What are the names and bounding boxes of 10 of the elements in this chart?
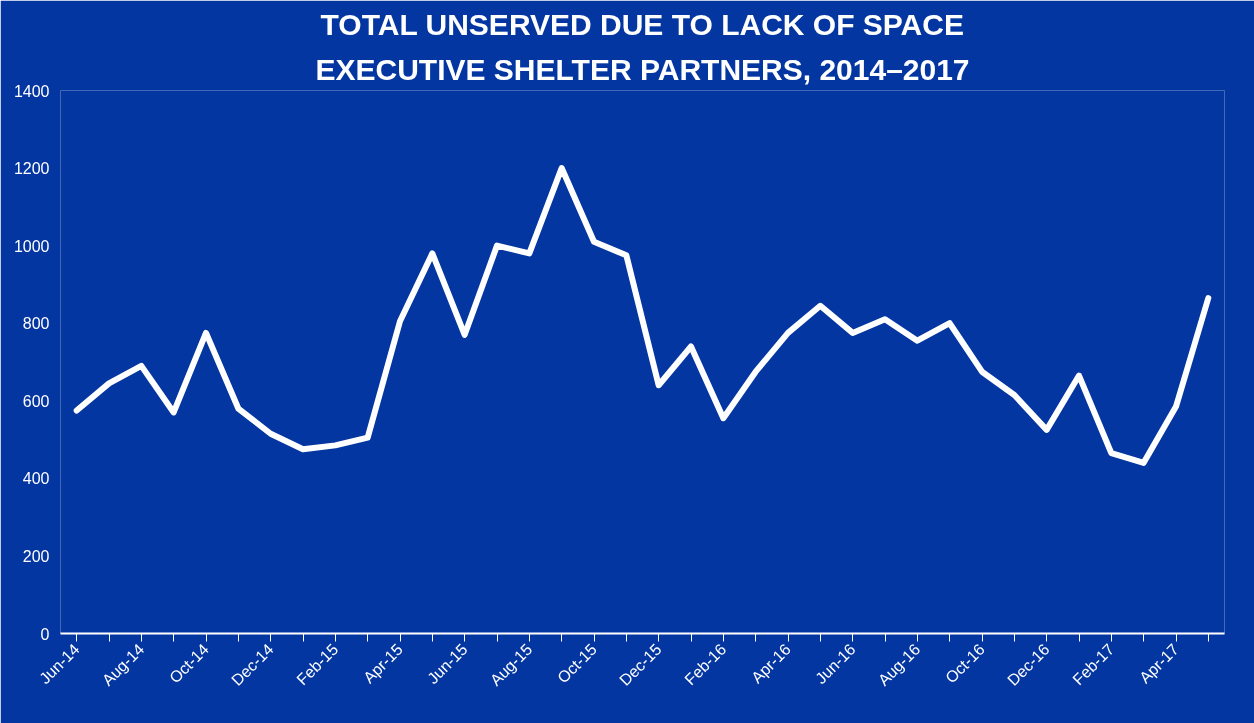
y-tick-label: 1000: [13, 237, 50, 255]
y-tick-label: 0: [40, 625, 50, 643]
y-tick-label: 600: [22, 392, 50, 410]
chart-title: TOTAL UNSERVED DUE TO LACK OF SPACE: [320, 7, 964, 41]
y-tick-label: 400: [22, 470, 50, 488]
y-tick-label: 200: [22, 547, 50, 565]
y-tick-label: 1200: [13, 160, 50, 178]
chart-subtitle: EXECUTIVE SHELTER PARTNERS, 2014–2017: [315, 52, 970, 86]
y-tick-label: 800: [22, 315, 50, 333]
y-tick-label: 1400: [13, 82, 50, 100]
